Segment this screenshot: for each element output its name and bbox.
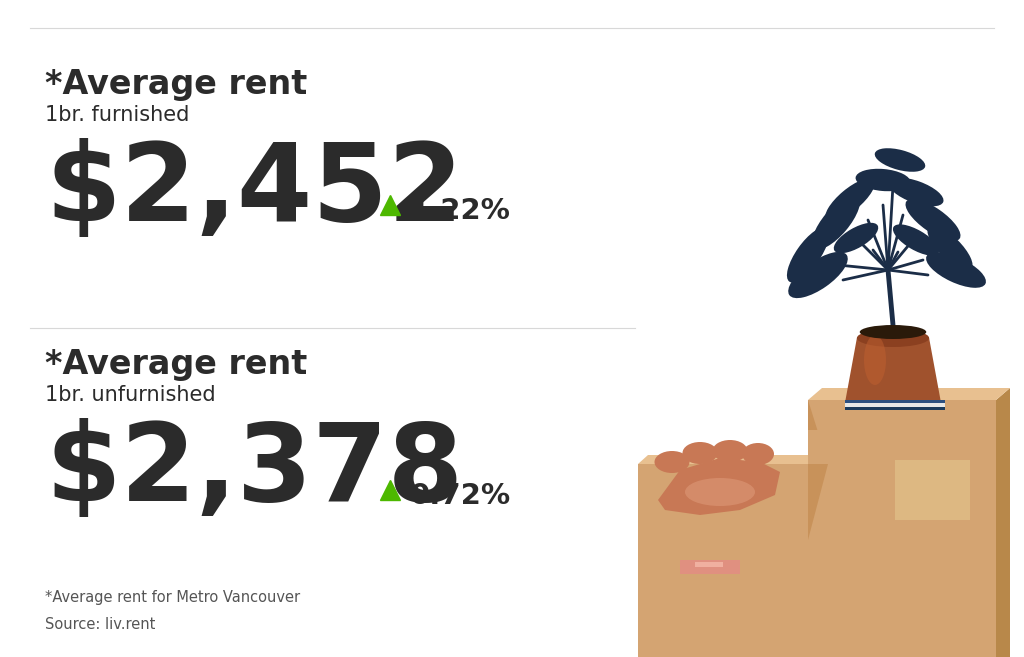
- Ellipse shape: [857, 329, 929, 347]
- Text: *Average rent: *Average rent: [45, 68, 307, 101]
- Ellipse shape: [685, 478, 755, 506]
- Ellipse shape: [928, 225, 973, 271]
- Bar: [638, 464, 828, 657]
- Text: 1.22%: 1.22%: [410, 197, 511, 225]
- Ellipse shape: [874, 148, 926, 171]
- Polygon shape: [828, 455, 838, 657]
- Bar: [895, 460, 970, 520]
- Bar: [845, 400, 945, 410]
- Ellipse shape: [812, 194, 860, 250]
- Ellipse shape: [893, 225, 939, 256]
- Ellipse shape: [834, 223, 879, 253]
- Bar: [808, 400, 996, 657]
- Bar: [808, 430, 838, 464]
- Ellipse shape: [654, 451, 689, 473]
- Bar: [680, 560, 740, 574]
- Ellipse shape: [713, 440, 748, 462]
- Polygon shape: [808, 430, 838, 464]
- Polygon shape: [808, 400, 828, 540]
- Text: $2,378: $2,378: [45, 418, 463, 524]
- Ellipse shape: [860, 325, 927, 339]
- Bar: [845, 403, 945, 407]
- Ellipse shape: [825, 178, 874, 221]
- Ellipse shape: [786, 227, 829, 283]
- Bar: [845, 400, 945, 403]
- Ellipse shape: [742, 443, 774, 465]
- Text: $2,452: $2,452: [45, 138, 463, 244]
- Ellipse shape: [926, 252, 986, 288]
- Text: 0.72%: 0.72%: [410, 482, 511, 510]
- Polygon shape: [996, 388, 1010, 657]
- Ellipse shape: [905, 199, 961, 241]
- Ellipse shape: [856, 169, 910, 191]
- Ellipse shape: [889, 177, 943, 206]
- Text: Source: liv.rent: Source: liv.rent: [45, 617, 156, 632]
- Ellipse shape: [788, 252, 848, 298]
- Text: *Average rent for Metro Vancouver: *Average rent for Metro Vancouver: [45, 590, 300, 605]
- Text: 1br. unfurnished: 1br. unfurnished: [45, 385, 216, 405]
- Text: *Average rent: *Average rent: [45, 348, 307, 381]
- Polygon shape: [638, 455, 838, 464]
- Text: 1br. furnished: 1br. furnished: [45, 105, 189, 125]
- Polygon shape: [658, 458, 780, 515]
- Polygon shape: [846, 338, 940, 400]
- Ellipse shape: [683, 442, 718, 464]
- Bar: [695, 562, 723, 567]
- Ellipse shape: [864, 335, 886, 385]
- Polygon shape: [808, 388, 1010, 400]
